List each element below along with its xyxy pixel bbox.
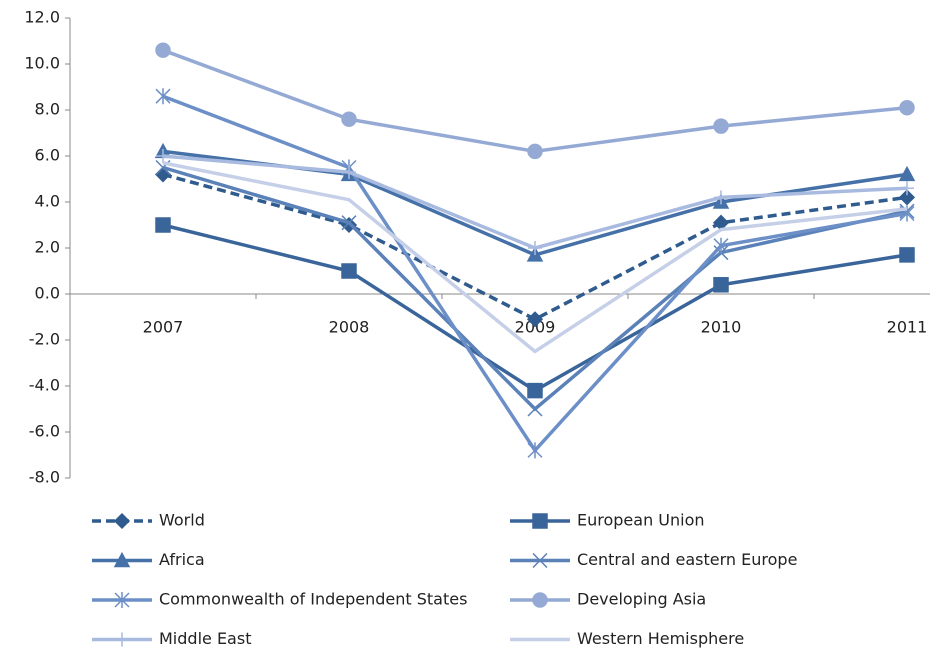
series-line	[162, 172, 908, 322]
marker	[713, 277, 729, 293]
marker	[155, 217, 171, 233]
series-line	[162, 48, 908, 154]
marker	[155, 42, 171, 58]
marker	[713, 237, 729, 254]
marker	[898, 189, 916, 206]
legend-label: European Union	[577, 511, 705, 530]
marker	[532, 552, 548, 569]
marker	[155, 88, 171, 105]
y-tick-label: 12.0	[24, 8, 60, 27]
y-tick-label: 6.0	[35, 146, 60, 165]
marker	[899, 247, 915, 263]
marker	[342, 165, 356, 180]
legend-label: Africa	[159, 550, 205, 569]
marker	[114, 592, 130, 608]
y-tick-label: 10.0	[24, 54, 60, 73]
x-tick-label: 2011	[887, 318, 928, 337]
marker	[341, 111, 357, 127]
x-tick-label: 2010	[701, 318, 742, 337]
legend-label: Central and eastern Europe	[577, 550, 797, 569]
marker	[113, 551, 131, 568]
marker	[156, 149, 170, 163]
marker	[527, 401, 543, 417]
y-tick-label: -4.0	[29, 376, 60, 395]
y-tick-label: 2.0	[35, 238, 60, 257]
series-line	[162, 161, 908, 354]
y-tick-label: -6.0	[29, 422, 60, 441]
marker	[532, 592, 548, 608]
y-tick-label: 0.0	[35, 284, 60, 303]
marker	[900, 181, 914, 196]
y-tick-label: -8.0	[29, 468, 60, 487]
x-tick-label: 2007	[143, 318, 184, 337]
marker	[898, 165, 916, 182]
legend-label: Developing Asia	[577, 590, 706, 609]
marker	[526, 311, 544, 328]
marker	[115, 632, 129, 647]
marker	[113, 512, 131, 530]
legend-label: Middle East	[159, 629, 251, 648]
y-tick-label: -2.0	[29, 330, 60, 349]
y-tick-label: 8.0	[35, 100, 60, 119]
marker	[713, 118, 729, 134]
marker	[527, 143, 543, 160]
marker	[527, 442, 543, 459]
x-tick-label: 2008	[329, 318, 370, 337]
legend-label: World	[159, 511, 205, 530]
marker	[528, 241, 542, 255]
marker	[714, 190, 728, 205]
marker	[899, 99, 915, 116]
y-tick-label: 4.0	[35, 192, 60, 211]
legend-label: Western Hemisphere	[577, 629, 744, 648]
marker	[341, 263, 357, 279]
marker	[341, 215, 357, 231]
legend-label: Commonwealth of Independent States	[159, 590, 467, 609]
marker	[532, 513, 548, 529]
marker	[527, 382, 543, 399]
